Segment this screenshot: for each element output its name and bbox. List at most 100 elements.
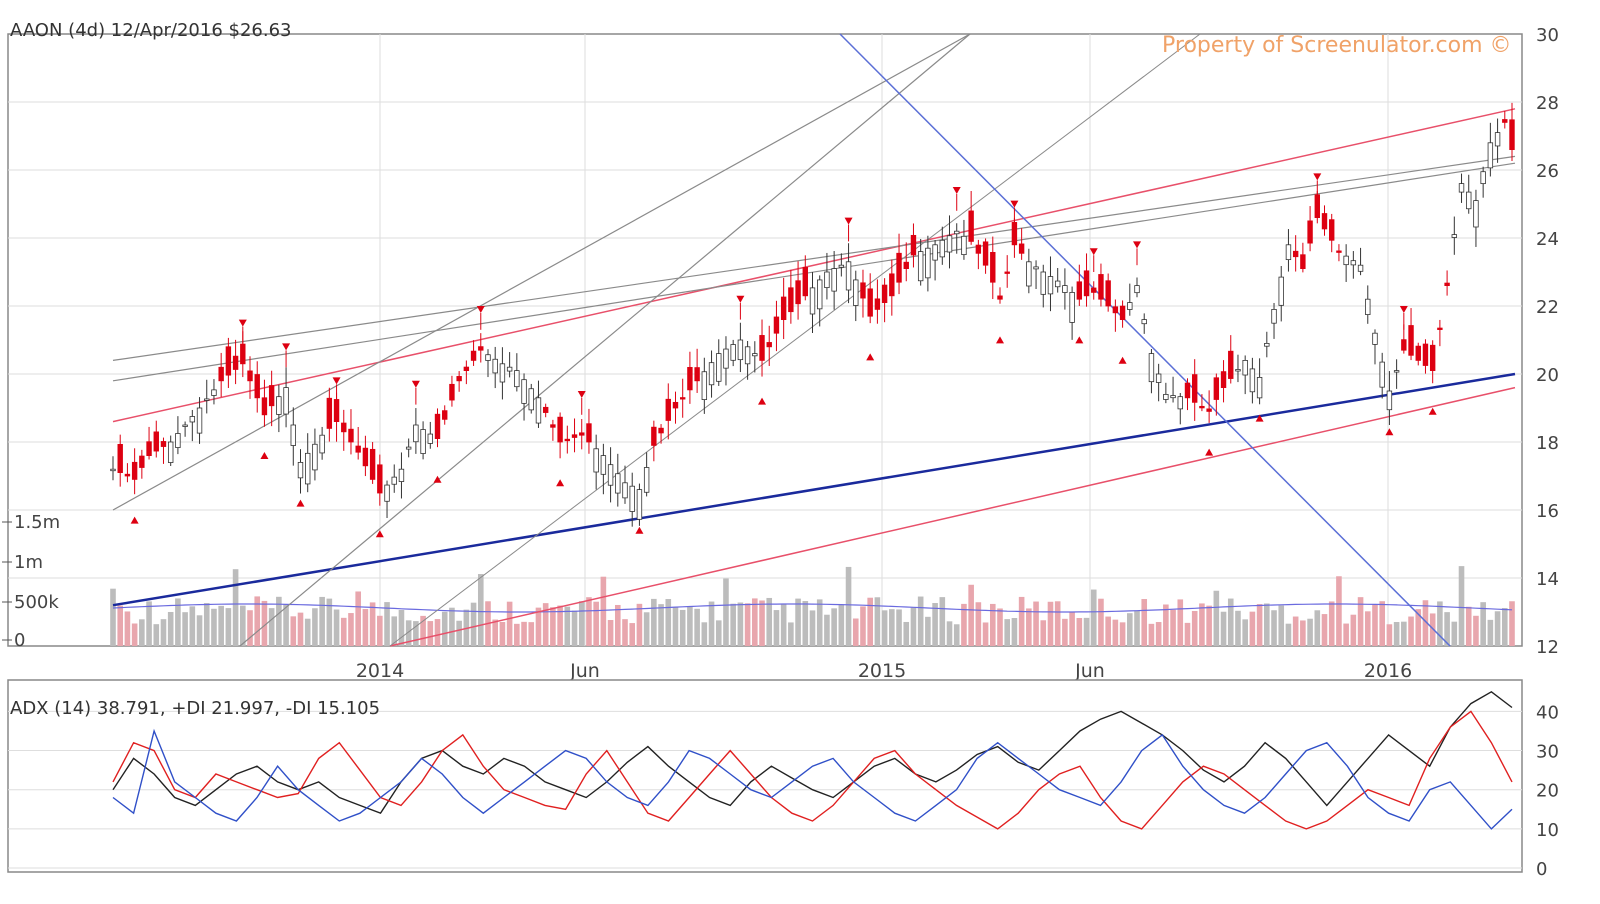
candle-body [1343, 255, 1349, 266]
volume-bar [1343, 623, 1349, 646]
candle-body [1466, 191, 1472, 210]
candle-body [1054, 280, 1061, 288]
candle-body [831, 268, 837, 292]
volume-bar [1213, 590, 1220, 646]
volume-bar [1011, 618, 1018, 646]
volume-bar [831, 608, 837, 646]
volume-bar [1112, 619, 1119, 646]
candle-body [153, 431, 159, 452]
candle-body [1372, 332, 1378, 345]
volume-bar [1379, 601, 1385, 646]
volume-bar [737, 602, 744, 646]
volume-bar [759, 600, 765, 646]
candle-body [333, 399, 340, 423]
axis-labels: 12 14 16 18 20 22 24 26 28 30 2014 Jun 2015 Jun 2016 1.… [2, 25, 1559, 880]
candle-body [586, 423, 592, 443]
adx-tick-label: 10 [1536, 820, 1559, 841]
volume-bar [1473, 615, 1479, 646]
volume-bar [254, 596, 261, 646]
candle-body [514, 370, 520, 388]
sell-marker [1313, 173, 1322, 181]
x-tick-label: Jun [569, 660, 600, 682]
x-tick-label: 2015 [858, 660, 906, 682]
volume-bar [499, 622, 506, 646]
candle-body [1256, 376, 1263, 399]
candle-body [405, 446, 412, 450]
candle-body [1386, 390, 1393, 411]
candle-body [759, 335, 765, 361]
candle-body [701, 371, 708, 400]
candle-body [117, 443, 123, 473]
candle-body [1213, 377, 1220, 400]
candle-body [629, 485, 635, 512]
volume-bar [607, 620, 614, 646]
candle-body [665, 398, 671, 421]
volume-bar [139, 619, 145, 646]
volume-bar [1393, 622, 1400, 646]
candle-body [1271, 308, 1277, 324]
y-tick-label: 26 [1536, 161, 1559, 182]
volume-bar [1307, 618, 1313, 646]
volume-bar [355, 591, 361, 646]
volume-bar [578, 601, 585, 646]
volume-bar [196, 615, 203, 646]
candle-body [917, 251, 924, 282]
volume-bar [1004, 619, 1011, 646]
volume-bar [1220, 611, 1227, 646]
watermark: Property of Screenulator.com © [1162, 33, 1512, 58]
volume-bar [1451, 621, 1458, 646]
sell-marker [844, 217, 853, 225]
volume-bar [1480, 602, 1486, 646]
volume-tick-label: 1m [14, 552, 43, 573]
candle-body [160, 441, 167, 447]
volume-bar [1372, 604, 1378, 646]
volume-bar [1076, 618, 1083, 646]
volume-bar [470, 602, 477, 646]
candle-body [1444, 282, 1450, 287]
volume-bar [362, 609, 369, 646]
volume-bar [708, 601, 715, 646]
volume-bar [953, 624, 960, 646]
candle-body [254, 374, 260, 399]
candle-body [413, 424, 419, 443]
volume-bar [240, 605, 246, 646]
sell-marker [952, 187, 961, 194]
candle-body [139, 455, 145, 468]
volume-bar [384, 602, 390, 646]
candle-body [384, 484, 390, 502]
volume-bar [434, 619, 441, 646]
volume-bar [1444, 612, 1450, 646]
candle-body [903, 261, 909, 269]
volume-bar [326, 598, 333, 646]
sell-marker [282, 343, 291, 351]
volume-bar [1126, 613, 1133, 646]
volume-bar [1026, 608, 1032, 646]
candle-body [975, 244, 982, 254]
candle-body [1422, 343, 1429, 366]
candle-body [1220, 371, 1227, 388]
sell-marker [1010, 200, 1019, 208]
volume-bar [651, 598, 657, 646]
volume-bar [441, 611, 448, 646]
x-tick-label: 2016 [1364, 660, 1412, 682]
candle-body [218, 366, 224, 382]
candle-body [579, 432, 585, 436]
volume-bar [1069, 612, 1075, 646]
buy-marker [866, 353, 875, 361]
volume-bar [867, 597, 873, 646]
candle-body [1429, 344, 1436, 372]
candle-body [1062, 285, 1068, 293]
volume-bar [1292, 616, 1299, 646]
volume-bar [283, 604, 289, 646]
candle-body [1033, 266, 1039, 270]
volume-bar [1191, 610, 1198, 646]
volume-bar [1494, 611, 1501, 646]
sell-marker [332, 377, 341, 385]
candle-body [348, 428, 354, 443]
volume-bar [715, 620, 722, 646]
candle-body [528, 388, 534, 411]
candle-body [542, 406, 549, 413]
candle-body [896, 252, 902, 283]
volume-bar [413, 621, 419, 646]
candle-body [773, 316, 780, 334]
